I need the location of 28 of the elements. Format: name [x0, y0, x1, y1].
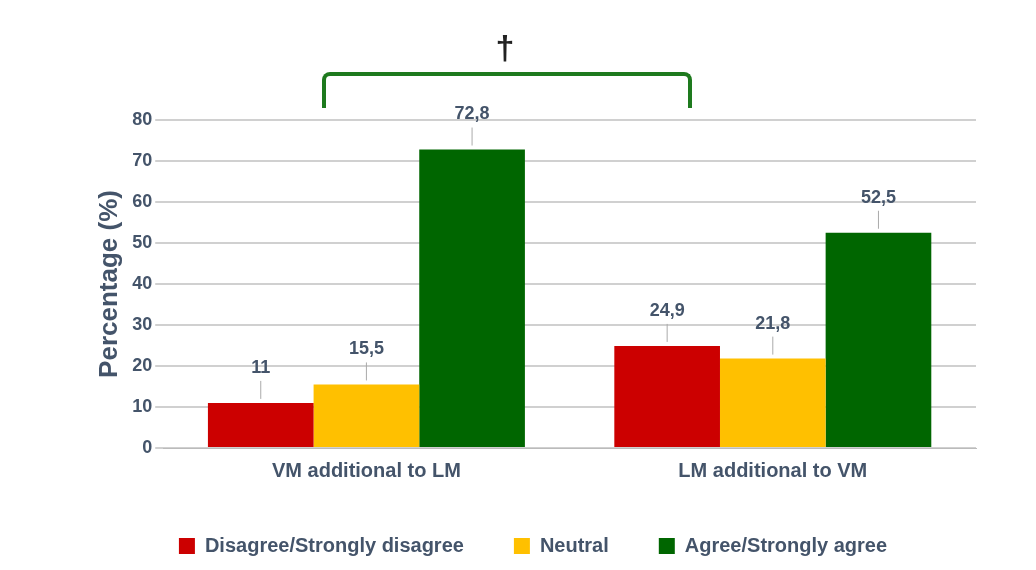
bar: [825, 232, 932, 447]
legend-label: Disagree/Strongly disagree: [204, 533, 464, 556]
y-tick-label: 40: [132, 272, 153, 293]
y-tick-label: 20: [132, 354, 153, 375]
data-label: 24,9: [649, 299, 685, 320]
data-label: 72,8: [454, 103, 490, 124]
bar: [614, 345, 720, 447]
data-label: 11: [251, 356, 271, 377]
x-tick-label: VM additional to LM: [271, 458, 461, 481]
bar: [313, 384, 420, 447]
x-tick-label: LM additional to VM: [678, 458, 868, 481]
data-label: 15,5: [348, 338, 384, 359]
y-axis-title: Percentage (%): [92, 190, 123, 378]
y-tick-label: 80: [132, 108, 153, 129]
data-label: 21,8: [755, 312, 791, 333]
bar: [207, 402, 314, 447]
legend-label: Neutral: [539, 533, 609, 556]
y-tick-label: 60: [132, 190, 153, 211]
y-tick-label: 0: [142, 436, 153, 457]
y-tick-label: 10: [132, 395, 153, 416]
data-label: 52,5: [860, 186, 896, 207]
y-tick-label: 50: [132, 231, 153, 252]
bar: [419, 149, 525, 447]
y-tick-label: 70: [132, 149, 153, 170]
text: †: [494, 28, 516, 67]
y-tick-label: 30: [132, 313, 153, 334]
legend-label: Agree/Strongly agree: [684, 533, 888, 556]
bar: [719, 358, 826, 447]
